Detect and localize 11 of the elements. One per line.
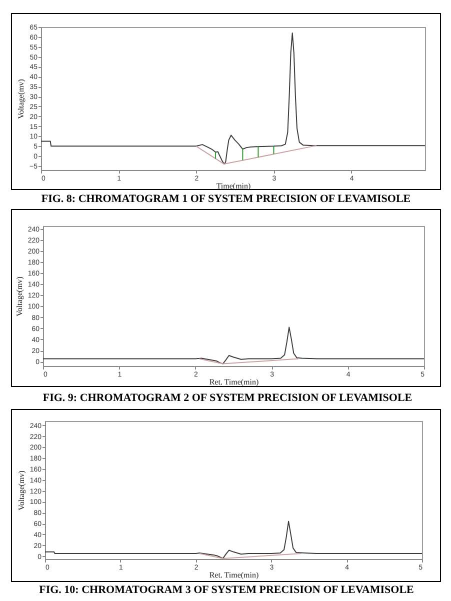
- y-axis-title: Voltage(mv): [16, 78, 26, 119]
- line-series: [43, 326, 424, 364]
- y-axis-title: Voltage(mv): [14, 276, 24, 316]
- text: FIG. 10: CHROMATOGRAM 3 OF SYSTEM PRECISION OF LEVAMISOLE: [39, 584, 414, 596]
- y-axis-title: Voltage(mv): [16, 470, 26, 510]
- line-series: [41, 32, 425, 165]
- text: FIG. 9: CHROMATOGRAM 2 OF SYSTEM PRECISION OF LEVAMISOLE: [42, 392, 412, 404]
- x-axis-title: Ret. Time(min): [209, 570, 260, 580]
- x-axis-title: Time(min): [216, 182, 252, 190]
- text: FIG. 8: CHROMATOGRAM 1 OF SYSTEM PRECISION OF LEVAMISOLE: [41, 193, 411, 205]
- x-axis-title: Ret. Time(min): [209, 378, 260, 386]
